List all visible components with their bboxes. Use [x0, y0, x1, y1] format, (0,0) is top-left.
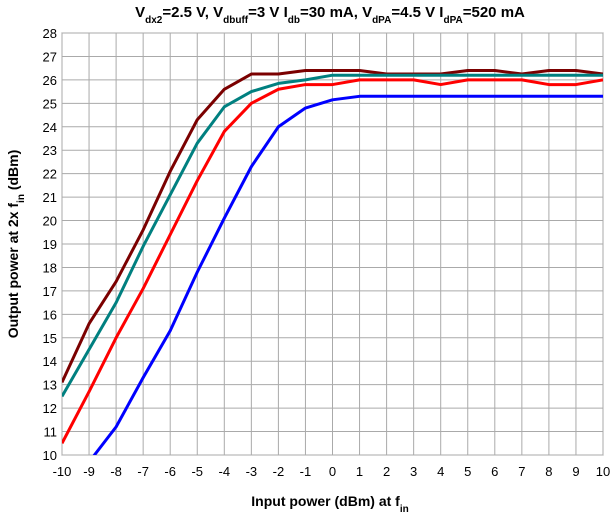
x-tick-label: 7 [518, 464, 525, 479]
x-tick-label: 0 [329, 464, 336, 479]
x-tick-label: 4 [437, 464, 444, 479]
subscript: dx2 [145, 15, 163, 26]
y-tick-label: 19 [43, 237, 57, 252]
label-text: Output power at 2x f [5, 203, 21, 339]
x-tick-label: -1 [300, 464, 312, 479]
y-tick-label: 12 [43, 401, 57, 416]
y-axis-label: Output power at 2x fin (dBm) [5, 150, 27, 339]
subscript: dPA [372, 15, 391, 26]
y-tick-label: 26 [43, 73, 57, 88]
x-tick-label: 3 [410, 464, 417, 479]
y-tick-label: 27 [43, 49, 57, 64]
y-tick-label: 17 [43, 284, 57, 299]
y-tick-label: 10 [43, 448, 57, 463]
x-tick-label: -5 [191, 464, 203, 479]
y-tick-label: 15 [43, 331, 57, 346]
label-text: Input power (dBm) at f [251, 493, 400, 509]
y-tick-label: 21 [43, 190, 57, 205]
x-tick-label: 5 [464, 464, 471, 479]
subscript: in [400, 504, 409, 515]
x-tick-label: 2 [383, 464, 390, 479]
y-tick-label: 11 [44, 425, 58, 440]
x-tick-label: -4 [219, 464, 231, 479]
y-tick-label: 28 [43, 26, 57, 41]
y-tick-label: 22 [43, 167, 57, 182]
subscript: db [288, 15, 300, 26]
subscript: dPA [443, 15, 462, 26]
y-tick-label: 23 [43, 143, 57, 158]
x-tick-label: -2 [273, 464, 285, 479]
x-tick-label: 10 [596, 464, 610, 479]
subscript: in [16, 194, 27, 203]
label-text: =520 mA [463, 4, 525, 21]
x-axis-label: Input power (dBm) at fin [251, 493, 408, 515]
label-text: V [135, 4, 145, 21]
y-tick-label: 18 [43, 260, 57, 275]
subscript: dbuff [223, 15, 249, 26]
label-text: =2.5 V, V [162, 4, 223, 21]
x-tick-label: 1 [356, 464, 363, 479]
x-tick-label: -6 [164, 464, 176, 479]
x-tick-label: -10 [53, 464, 72, 479]
y-tick-label: 25 [43, 96, 57, 111]
y-tick-label: 16 [43, 307, 57, 322]
series-line [62, 73, 603, 398]
y-tick-label: 13 [43, 378, 57, 393]
y-tick-label: 14 [43, 354, 57, 369]
y-tick-label: 24 [43, 120, 57, 135]
series-line [92, 94, 603, 455]
label-text: =3 V I [248, 4, 288, 21]
series-line [62, 69, 603, 383]
x-tick-label: -7 [137, 464, 149, 479]
y-tick-label: 20 [43, 214, 57, 229]
label-text: =4.5 V I [391, 4, 443, 21]
x-tick-label: 8 [545, 464, 552, 479]
series-line [62, 78, 603, 444]
label-text: =30 mA, V [300, 4, 372, 21]
x-tick-label: -3 [246, 464, 258, 479]
label-text: (dBm) [5, 150, 21, 194]
x-tick-label: -9 [83, 464, 95, 479]
x-tick-label: -8 [110, 464, 122, 479]
chart-title: Vdx2=2.5 V, Vdbuff=3 V Idb=30 mA, VdPA=4… [135, 4, 525, 26]
x-tick-label: 9 [572, 464, 579, 479]
x-tick-label: 6 [491, 464, 498, 479]
